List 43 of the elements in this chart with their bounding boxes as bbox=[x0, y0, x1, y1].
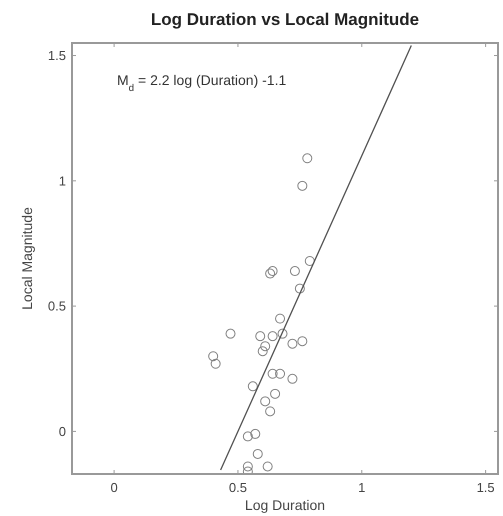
point bbox=[258, 346, 268, 356]
x-tick-label: 0 bbox=[110, 480, 118, 495]
point bbox=[302, 153, 312, 164]
point bbox=[270, 388, 280, 399]
point bbox=[275, 314, 286, 324]
point bbox=[255, 331, 266, 342]
x-axis-title: Log Duration bbox=[244, 497, 326, 513]
point bbox=[242, 466, 253, 474]
point bbox=[265, 406, 276, 416]
point bbox=[275, 368, 286, 379]
point bbox=[304, 256, 315, 266]
point bbox=[260, 396, 270, 406]
y-tick-label: 1.5 bbox=[48, 48, 66, 64]
point bbox=[248, 381, 258, 392]
point bbox=[287, 374, 298, 384]
x-tick-label: 1.5 bbox=[476, 480, 495, 495]
x-tick-label: 0.5 bbox=[228, 480, 247, 495]
point bbox=[242, 461, 253, 472]
point bbox=[250, 428, 260, 439]
point bbox=[242, 431, 253, 442]
point bbox=[262, 461, 273, 472]
x-tick-label: 1 bbox=[358, 480, 366, 495]
point bbox=[294, 284, 305, 294]
point bbox=[268, 331, 278, 342]
point bbox=[268, 368, 278, 379]
point bbox=[268, 266, 278, 276]
point bbox=[278, 328, 288, 339]
y-axis-title: Local Magnitude bbox=[19, 206, 35, 310]
point bbox=[260, 341, 270, 352]
chart-title: Log Duration vs Local Magnitude bbox=[150, 10, 420, 29]
point bbox=[208, 351, 218, 362]
y-tick-label: 0 bbox=[58, 424, 66, 439]
point bbox=[252, 448, 263, 459]
point bbox=[210, 358, 221, 369]
point bbox=[297, 336, 308, 346]
point bbox=[265, 268, 276, 279]
point bbox=[290, 266, 300, 276]
y-tick-label: 0.5 bbox=[48, 298, 66, 314]
point bbox=[297, 180, 308, 191]
y-tick-label: 1 bbox=[58, 173, 66, 188]
point bbox=[226, 328, 236, 339]
point bbox=[287, 338, 298, 349]
annotation: M$_{d}$ = 2.2 log (Duration) -1.1 bbox=[117, 72, 286, 94]
